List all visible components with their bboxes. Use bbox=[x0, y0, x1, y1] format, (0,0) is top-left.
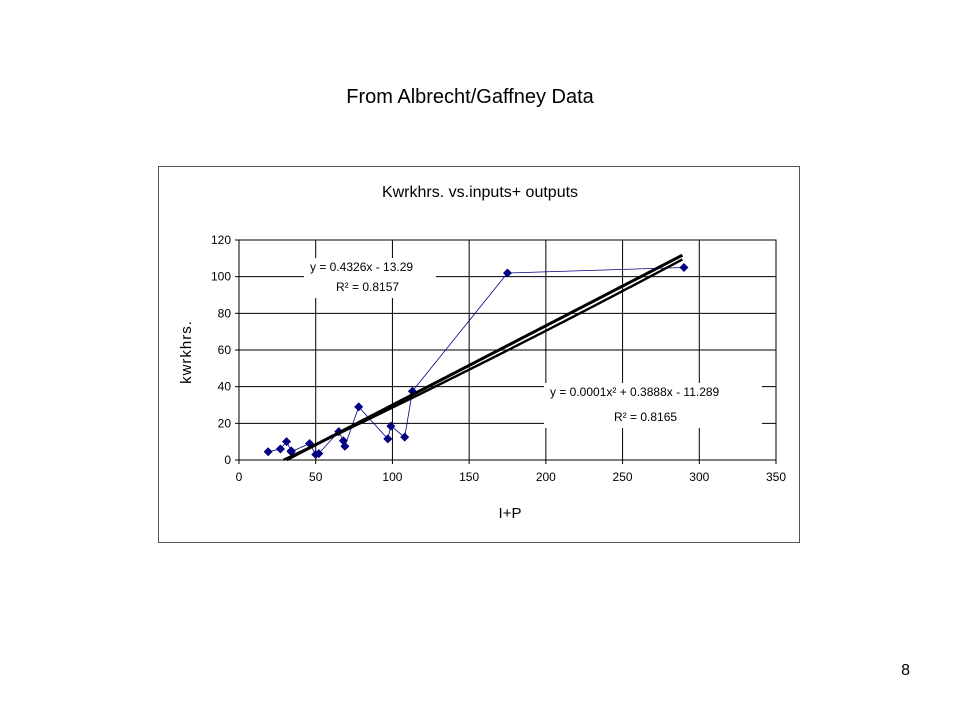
x-tick-label: 200 bbox=[536, 470, 556, 484]
trendline-equation: y = 0.0001x² + 0.3888x - 11.289 bbox=[550, 385, 720, 399]
trendline-label-box bbox=[304, 258, 436, 298]
trendline-polynomial bbox=[282, 258, 683, 461]
data-point bbox=[679, 262, 689, 273]
y-tick-label: 80 bbox=[218, 306, 232, 320]
x-axis-label: I+P bbox=[499, 505, 522, 522]
trendline-label-box bbox=[544, 383, 762, 428]
data-point bbox=[383, 434, 393, 444]
y-tick-label: 20 bbox=[218, 416, 232, 430]
y-tick-label: 120 bbox=[211, 233, 231, 247]
y-axis-label: kwrkhrs. bbox=[178, 320, 195, 384]
x-tick-label: 350 bbox=[766, 470, 786, 484]
trendline-equation: y = 0.4326x - 13.29 bbox=[310, 260, 413, 274]
data-point bbox=[354, 402, 364, 412]
data-point bbox=[275, 444, 285, 454]
x-tick-label: 300 bbox=[689, 470, 709, 484]
data-point bbox=[386, 421, 396, 431]
x-tick-label: 150 bbox=[459, 470, 479, 484]
data-point bbox=[282, 437, 292, 447]
data-point bbox=[340, 441, 350, 451]
slide-title: From Albrecht/Gaffney Data bbox=[346, 86, 594, 108]
x-tick-label: 50 bbox=[309, 470, 323, 484]
y-tick-label: 100 bbox=[211, 270, 231, 284]
trendline-r2: R² = 0.8157 bbox=[336, 280, 399, 294]
scatter-chart: Kwrkhrs. vs.inputs+ outputs 0 20 40 60 80 100… bbox=[178, 184, 786, 522]
chart-title: Kwrkhrs. vs.inputs+ outputs bbox=[382, 184, 578, 201]
data-point bbox=[314, 449, 324, 459]
annotations: y = 0.4326x - 13.29 R² = 0.8157 y = 0.0001… bbox=[304, 258, 762, 428]
x-tick-label: 0 bbox=[236, 470, 243, 484]
data-point bbox=[400, 432, 410, 442]
y-tick-label: 60 bbox=[218, 343, 232, 357]
page-number: 8 bbox=[901, 662, 910, 679]
x-tick-label: 250 bbox=[613, 470, 633, 484]
chart-frame: Kwrkhrs. vs.inputs+ outputs 0 20 40 60 80 100… bbox=[158, 166, 800, 543]
data-point bbox=[263, 447, 273, 457]
trendline-r2: R² = 0.8165 bbox=[614, 410, 677, 424]
y-tick-label: 0 bbox=[224, 453, 231, 467]
data-point bbox=[502, 268, 513, 278]
axis-ticks: 0 20 40 60 80 100 120 0 50 100 150 200 250 300 350 bbox=[211, 233, 786, 484]
y-tick-label: 40 bbox=[218, 380, 232, 394]
trendline-layer bbox=[282, 253, 684, 462]
x-tick-label: 100 bbox=[382, 470, 402, 484]
